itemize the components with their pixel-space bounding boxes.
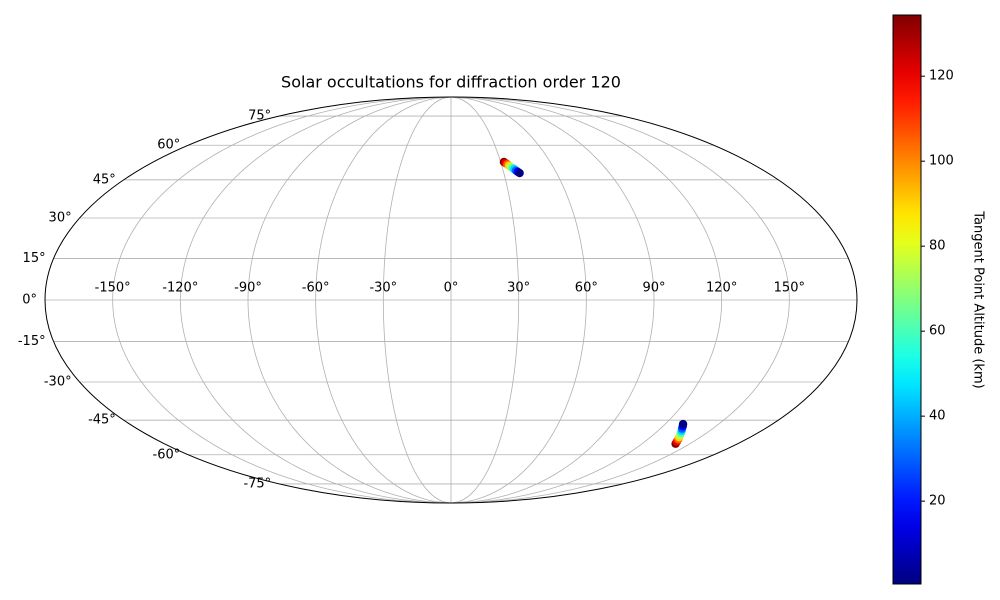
colorbar-tick-label: 80 [929,239,946,254]
y-tick-label: 45° [93,172,116,187]
grid-line [179,96,452,504]
y-tick-label: -60° [153,447,181,462]
grid-line [450,96,655,504]
x-tick-label: 120° [706,281,737,296]
point [515,168,524,178]
grid-line [450,96,790,504]
colorbar [892,14,922,585]
colorbar-tick-label: 120 [929,69,954,84]
grid-line [112,96,452,504]
x-tick-label: -150° [95,281,131,296]
y-tick-label: -15° [18,334,46,349]
colorbar-label: Tangent Point Altitude (km) [971,210,986,388]
x-tick-label: 150° [774,281,805,296]
grid-line [450,96,723,504]
y-tick-label: -75° [243,476,271,491]
colorbar-tick-label: 60 [929,324,946,339]
x-tick-label: 90° [642,281,665,296]
x-tick-label: -30° [369,281,397,296]
point [678,419,688,429]
colorbar-tick-label: 100 [929,154,954,169]
colorbar-tick-label: 40 [929,409,946,424]
x-tick-label: -90° [234,281,262,296]
x-tick-label: -60° [302,281,330,296]
x-tick-label: 60° [575,281,598,296]
grid-line [382,96,452,504]
grid-line [450,96,520,504]
x-tick-label: 0° [444,281,459,296]
x-tick-label: -120° [162,281,198,296]
colorbar-tick-label: 20 [929,494,946,509]
y-tick-label: -30° [44,375,72,390]
y-tick-label: 0° [22,293,37,308]
y-tick-label: 60° [157,138,180,153]
y-tick-label: 75° [248,109,271,124]
grid-line [247,96,452,504]
y-tick-label: -45° [88,413,116,428]
grid-line [450,96,587,504]
map-border [44,96,858,504]
chart-title: Solar occultations for diffraction order… [281,73,621,92]
y-tick-label: 15° [23,251,46,266]
y-tick-label: 30° [49,210,72,225]
x-tick-label: 30° [507,281,530,296]
grid-line [315,96,452,504]
